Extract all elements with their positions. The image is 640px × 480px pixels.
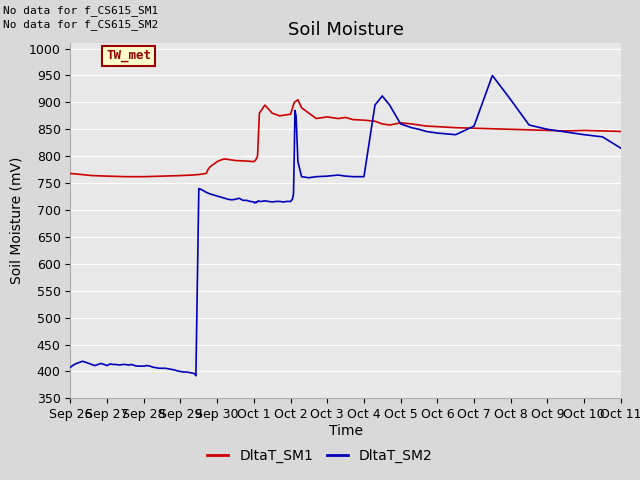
Title: Soil Moisture: Soil Moisture (287, 21, 404, 39)
X-axis label: Time: Time (328, 424, 363, 438)
Legend: DltaT_SM1, DltaT_SM2: DltaT_SM1, DltaT_SM2 (202, 443, 438, 468)
Text: TW_met: TW_met (106, 49, 151, 62)
Y-axis label: Soil Moisture (mV): Soil Moisture (mV) (9, 157, 23, 285)
Text: No data for f_CS615_SM1
No data for f_CS615_SM2: No data for f_CS615_SM1 No data for f_CS… (3, 5, 159, 30)
